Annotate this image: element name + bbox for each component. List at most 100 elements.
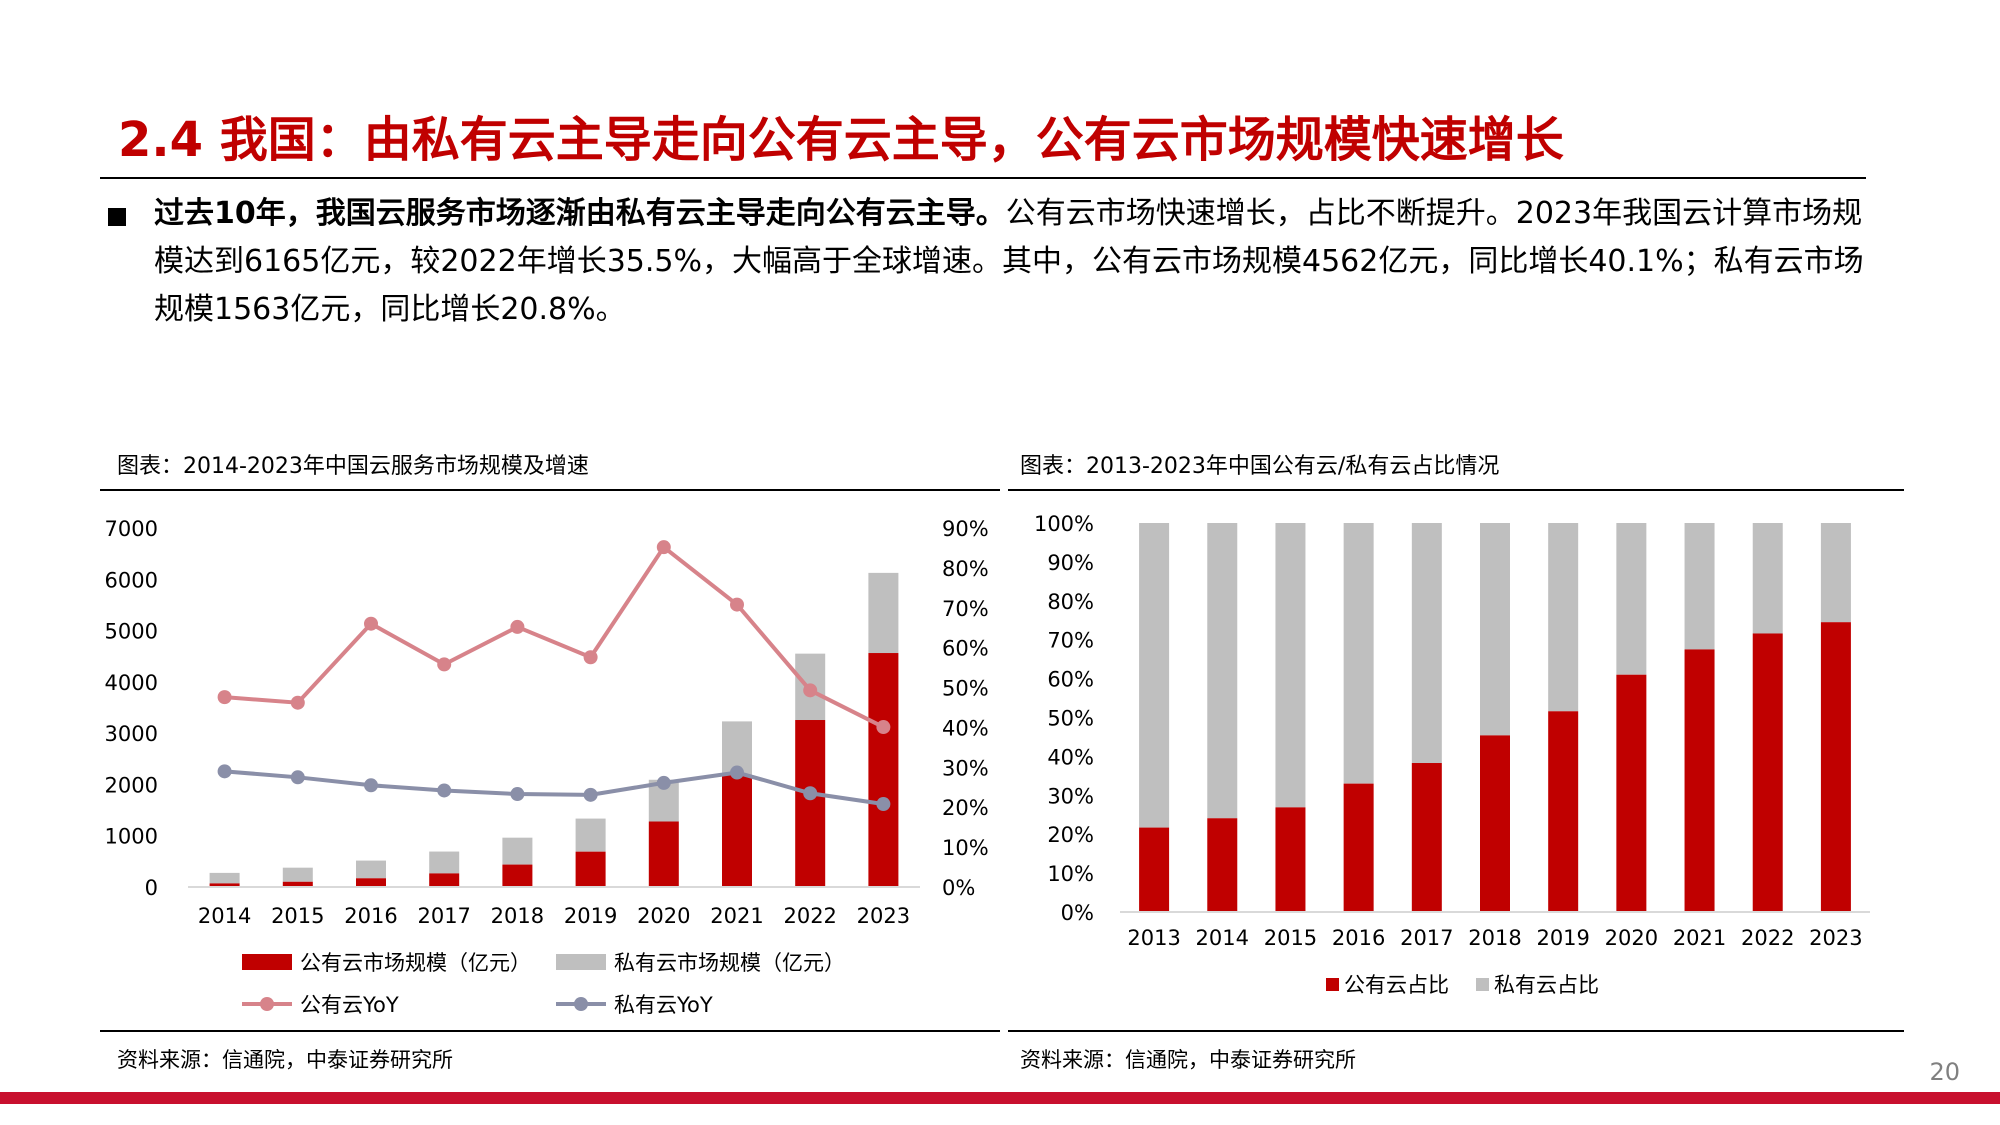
public-share-bar: [1480, 735, 1510, 912]
private-cloud-bar: [282, 867, 313, 882]
legend-public-share-swatch: [1326, 978, 1339, 991]
private-yoy-point: [583, 787, 598, 802]
y-right-tick-label: 20%: [942, 796, 989, 820]
x-tick-label: 2014: [198, 904, 251, 928]
public-share-bar: [1616, 674, 1647, 912]
public-share-bar: [1684, 649, 1715, 912]
y-right-tick-label: 10%: [942, 836, 989, 860]
y-tick-label: 30%: [1047, 784, 1094, 808]
x-tick-label: 2016: [1332, 926, 1385, 950]
x-tick-label: 2022: [1741, 926, 1794, 950]
left-source-note: 资料来源：信通院，中泰证券研究所: [117, 1048, 453, 1072]
y-left-tick-label: 4000: [105, 671, 158, 695]
public-yoy-point: [656, 540, 671, 555]
private-yoy-point: [730, 765, 744, 780]
private-share-bar: [1752, 523, 1783, 634]
y-right-tick-label: 50%: [942, 677, 989, 701]
y-right-tick-label: 90%: [942, 517, 989, 541]
public-yoy-point: [510, 619, 525, 634]
private-yoy-point: [510, 787, 525, 802]
x-tick-label: 2017: [1400, 926, 1453, 950]
private-share-bar: [1820, 523, 1851, 623]
x-tick-label: 2023: [857, 904, 910, 928]
public-yoy-point: [876, 720, 891, 735]
public-yoy-point: [290, 695, 305, 710]
x-tick-label: 2022: [783, 904, 836, 928]
public-cloud-bar: [282, 881, 313, 887]
x-tick-label: 2015: [1264, 926, 1317, 950]
public-share-bar: [1275, 807, 1306, 912]
y-right-tick-label: 30%: [942, 756, 989, 780]
y-right-tick-label: 70%: [942, 597, 989, 621]
public-share-bar: [1548, 711, 1579, 912]
private-share-bar: [1411, 523, 1442, 764]
legend-public-yoy-marker: [260, 997, 274, 1011]
legend-public-bar-swatch: [242, 954, 292, 970]
right-source-note: 资料来源：信通院，中泰证券研究所: [1020, 1048, 1356, 1072]
y-left-tick-label: 6000: [105, 568, 158, 592]
x-tick-label: 2013: [1127, 926, 1180, 950]
summary-bullet: 过去10年，我国云服务市场逐渐由私有云主导走向公有云主导。公有云市场快速增长，占…: [108, 190, 1873, 334]
public-cloud-bar: [795, 720, 826, 887]
private-yoy-line: [224, 769, 884, 807]
x-tick-label: 2019: [1536, 926, 1589, 950]
public-cloud-bar: [502, 864, 533, 887]
y-left-tick-label: 5000: [105, 620, 158, 644]
public-share-bar: [1343, 783, 1374, 912]
public-yoy-line: [224, 544, 885, 729]
x-tick-label: 2019: [564, 904, 617, 928]
legend-private-share-swatch: [1476, 978, 1489, 991]
private-cloud-bar: [575, 818, 606, 852]
legend-private-yoy-label: 私有云YoY: [614, 993, 713, 1017]
y-tick-label: 100%: [1034, 512, 1094, 536]
private-yoy-point: [290, 770, 305, 785]
x-tick-label: 2020: [637, 904, 690, 928]
y-tick-label: 60%: [1047, 668, 1094, 692]
public-share-bar: [1207, 818, 1238, 912]
private-yoy-point: [876, 797, 891, 812]
y-tick-label: 80%: [1047, 590, 1094, 614]
y-tick-label: 0%: [1061, 901, 1094, 925]
right-chart-share: 2013 2014 2015 2016 2017 2018 2019 2020 2021 2022…: [1034, 512, 1870, 997]
right-caption-divider: [1008, 489, 1904, 491]
public-yoy-point: [364, 616, 378, 631]
private-share-bar: [1275, 523, 1306, 808]
y-tick-label: 10%: [1047, 862, 1094, 886]
private-share-bar: [1480, 523, 1510, 736]
legend-public-bar-label: 公有云市场规模（亿元）: [300, 951, 531, 975]
y-right-tick-label: 60%: [942, 637, 989, 661]
y-tick-label: 40%: [1047, 745, 1094, 769]
legend-private-bar-label: 私有云市场规模（亿元）: [614, 951, 845, 975]
public-yoy-point: [803, 683, 818, 698]
left-caption-divider: [100, 489, 1000, 491]
right-chart-caption: 图表：2013-2023年中国公有云/私有云占比情况: [1020, 454, 1500, 479]
page-number: 20: [1929, 1058, 1960, 1086]
x-tick-label: 2014: [1196, 926, 1249, 950]
y-left-tick-label: 2000: [105, 773, 158, 797]
public-share-bar: [1411, 763, 1442, 912]
public-cloud-bar: [868, 653, 899, 887]
public-cloud-bar: [722, 775, 752, 887]
private-yoy-point: [803, 786, 818, 801]
private-share-bar: [1684, 523, 1715, 650]
title-divider: [100, 177, 1866, 179]
legend-private-bar-swatch: [556, 954, 606, 970]
private-yoy-point: [437, 783, 452, 798]
public-yoy-point: [583, 650, 598, 665]
private-yoy-point: [364, 778, 378, 793]
x-tick-label: 2021: [710, 904, 763, 928]
x-tick-label: 2015: [271, 904, 324, 928]
summary-lead: 过去10年，我国云服务市场逐渐由私有云主导走向公有云主导。: [154, 196, 1006, 231]
left-chart-caption: 图表：2014-2023年中国云服务市场规模及增速: [117, 454, 589, 479]
private-yoy-point: [217, 764, 232, 779]
y-tick-label: 90%: [1047, 551, 1094, 575]
private-share-bar: [1616, 523, 1647, 675]
public-cloud-bar: [575, 851, 606, 887]
private-cloud-bar: [356, 860, 386, 879]
public-yoy-point: [437, 657, 452, 672]
private-cloud-bar: [209, 872, 240, 884]
public-cloud-bar: [648, 821, 679, 887]
public-cloud-bar: [429, 873, 460, 887]
private-share-bar: [1343, 523, 1374, 784]
